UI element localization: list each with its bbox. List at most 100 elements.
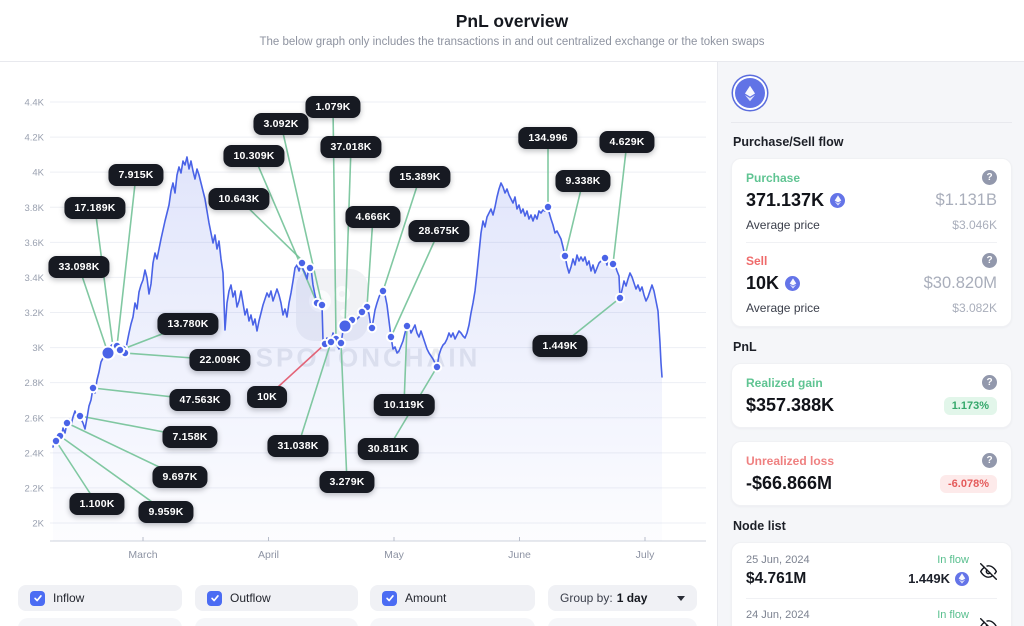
y-axis-tick-label: 3K bbox=[32, 343, 44, 354]
partial-control-row bbox=[18, 618, 182, 626]
inflow-leader-line bbox=[612, 141, 628, 265]
inflow-leader-line bbox=[382, 176, 421, 292]
node-date: 25 Jun, 2024 bbox=[746, 554, 810, 566]
node-list-row[interactable]: 25 Jun, 2024 $4.761M In flow 1.449K bbox=[746, 554, 997, 588]
section-title-purchase-sell-flow: Purchase/Sell flow bbox=[733, 135, 844, 149]
unrealized-loss-value: -$66.866M bbox=[746, 473, 833, 493]
y-axis-tick-label: 3.6K bbox=[24, 238, 44, 249]
card-divider bbox=[746, 598, 997, 599]
question-icon[interactable] bbox=[982, 453, 997, 468]
outflow-annotation-pill: 10K bbox=[247, 386, 287, 408]
purchase-amount: 371.137K bbox=[746, 190, 846, 211]
inflow-filter-checkbox[interactable]: Inflow bbox=[18, 585, 182, 611]
unrealized-loss-card: Unrealized loss -$66.866M -6.078% bbox=[731, 441, 1012, 506]
inflow-leader-line bbox=[297, 341, 332, 447]
inflow-annotation-pill: 10.119K bbox=[373, 394, 435, 416]
data-point-marker bbox=[100, 345, 116, 361]
y-axis-tick-label: 2.4K bbox=[24, 448, 44, 459]
inflow-annotation-pill: 30.811K bbox=[357, 438, 419, 460]
chevron-down-icon bbox=[677, 595, 685, 601]
inflow-leader-line bbox=[253, 155, 318, 304]
node-list-row[interactable]: 24 Jun, 2024 $16.073M In flow 4.629K bbox=[746, 609, 997, 626]
average-price-value: $3.082K bbox=[952, 301, 997, 315]
inflow-leader-line bbox=[390, 230, 440, 338]
group-by-value: 1 day bbox=[616, 591, 648, 605]
outflow-filter-checkbox[interactable]: Outflow bbox=[195, 585, 358, 611]
inflow-annotation-pill: 47.563K bbox=[169, 389, 231, 411]
inflow-annotation-pill: 10.309K bbox=[223, 145, 285, 167]
y-axis-tick-label: 2.8K bbox=[24, 378, 44, 389]
purchase-usd-value: $1.131B bbox=[935, 191, 997, 209]
eye-off-icon[interactable] bbox=[980, 562, 997, 580]
sell-label: Sell bbox=[746, 253, 768, 268]
average-price-label: Average price bbox=[746, 218, 820, 232]
question-icon[interactable] bbox=[982, 375, 997, 390]
inflow-annotation-pill: 22.009K bbox=[189, 349, 251, 371]
group-by-dropdown[interactable]: Group by: 1 day bbox=[548, 585, 697, 611]
partial-control-row bbox=[548, 618, 697, 626]
checkbox-checked-icon[interactable] bbox=[30, 590, 45, 606]
purchase-sell-card: Purchase 371.137K $1.131B Average price … bbox=[731, 158, 1012, 327]
inflow-annotation-pill: 7.158K bbox=[162, 426, 218, 448]
price-line bbox=[52, 156, 663, 448]
y-axis-tick-label: 2.6K bbox=[24, 413, 44, 424]
inflow-annotation-pill: 7.915K bbox=[108, 164, 164, 186]
card-divider bbox=[746, 242, 997, 243]
checkbox-checked-icon[interactable] bbox=[207, 590, 222, 606]
amount-filter-checkbox[interactable]: Amount bbox=[370, 585, 535, 611]
node-list-card: 25 Jun, 2024 $4.761M In flow 1.449K 24 J… bbox=[731, 542, 1012, 626]
checkbox-label: Amount bbox=[405, 591, 447, 605]
inflow-annotation-pill: 13.780K bbox=[157, 313, 219, 335]
data-point-marker bbox=[74, 410, 86, 422]
data-point-marker bbox=[337, 318, 353, 334]
inflow-leader-line bbox=[238, 198, 311, 269]
y-axis-tick-label: 4K bbox=[32, 168, 44, 179]
realized-gain-value: $357.388K bbox=[746, 395, 835, 415]
inflow-annotation-pill: 1.079K bbox=[305, 96, 361, 118]
inflow-leader-line bbox=[340, 342, 348, 483]
inflow-annotation-pill: 31.038K bbox=[267, 435, 329, 457]
x-axis-tick-label: April bbox=[258, 549, 279, 561]
data-point-marker bbox=[335, 337, 347, 349]
inflow-leader-line bbox=[78, 266, 109, 354]
y-axis-tick-label: 4.4K bbox=[24, 98, 44, 109]
average-price-label: Average price bbox=[746, 301, 820, 315]
question-icon[interactable] bbox=[982, 253, 997, 268]
inflow-annotation-pill: 15.389K bbox=[389, 166, 451, 188]
data-point-marker bbox=[431, 361, 443, 373]
data-point-marker bbox=[304, 262, 316, 274]
inflow-annotation-pill: 4.666K bbox=[345, 206, 401, 228]
inflow-annotation-pill: 134.996 bbox=[518, 127, 578, 149]
watermark-ring bbox=[334, 286, 350, 302]
y-axis-tick-label: 2K bbox=[32, 519, 44, 530]
purchase-label: Purchase bbox=[746, 170, 801, 185]
data-point-marker bbox=[50, 435, 62, 447]
unrealized-loss-label: Unrealized loss bbox=[746, 453, 835, 468]
inflow-annotation-pill: 10.643K bbox=[208, 188, 270, 210]
inflow-annotation-pill: 3.279K bbox=[319, 471, 375, 493]
data-point-marker bbox=[559, 250, 571, 262]
data-point-marker bbox=[366, 322, 378, 334]
section-title-node-list: Node list bbox=[733, 519, 786, 533]
y-axis-tick-label: 3.2K bbox=[24, 308, 44, 319]
inflow-annotation-pill: 28.675K bbox=[408, 220, 470, 242]
data-point-marker bbox=[316, 299, 328, 311]
checkbox-label: Outflow bbox=[230, 591, 271, 605]
y-axis-tick-label: 2.2K bbox=[24, 483, 44, 494]
y-axis-tick-label: 3.4K bbox=[24, 273, 44, 284]
question-icon[interactable] bbox=[982, 170, 997, 185]
inflow-leader-line bbox=[403, 325, 408, 406]
data-point-marker bbox=[377, 285, 389, 297]
inflow-annotation-pill: 17.189K bbox=[64, 197, 126, 219]
data-point-marker bbox=[385, 331, 397, 343]
group-by-label: Group by: bbox=[560, 591, 613, 605]
inflow-annotation-pill: 4.629K bbox=[599, 131, 655, 153]
pnl-chart-panel: SPOTONCHAIN 4.4K4.2K4K3.8K3.6K3.4K3.2K3K… bbox=[0, 62, 716, 626]
realized-gain-card: Realized gain $357.388K 1.173% bbox=[731, 363, 1012, 428]
x-axis-tick-label: May bbox=[384, 549, 405, 561]
node-date: 24 Jun, 2024 bbox=[746, 609, 810, 621]
checkbox-checked-icon[interactable] bbox=[382, 590, 397, 606]
data-point-marker bbox=[87, 382, 99, 394]
eye-off-icon[interactable] bbox=[980, 617, 997, 626]
